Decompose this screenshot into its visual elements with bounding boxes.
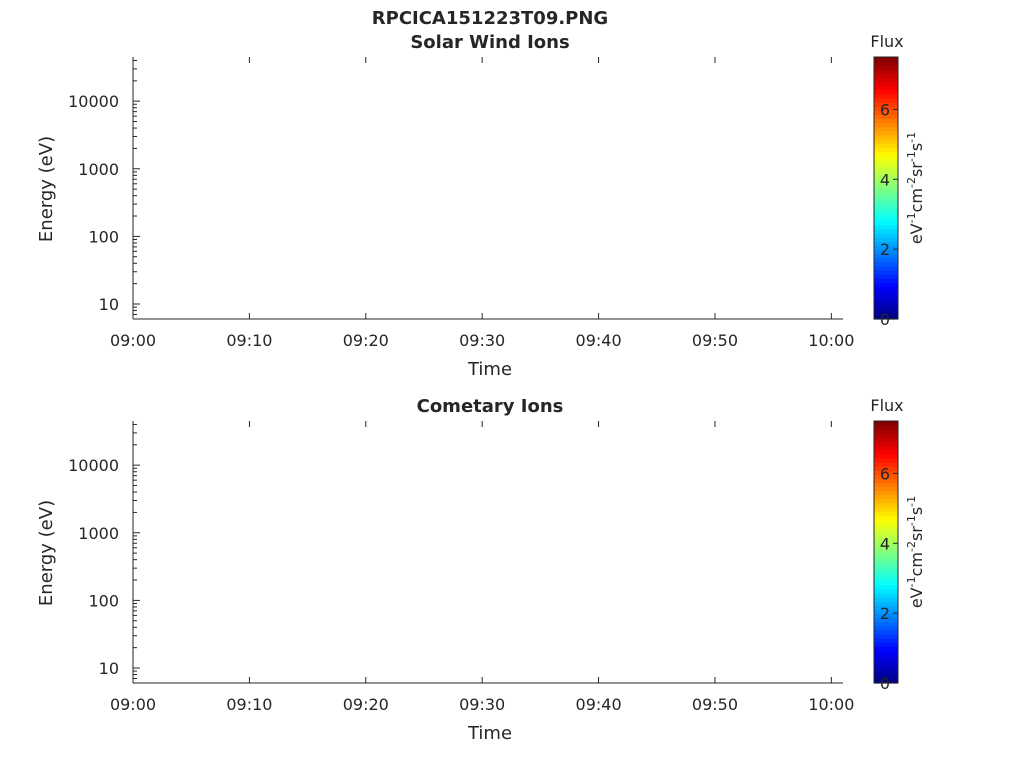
solar-wind-ions-panel: Solar Wind Ions 09:00 09:10 09:20 09:30 09:4… [36,32,926,380]
solar-wind-ions-title: Solar Wind Ions [410,32,569,53]
figure-title: RPCICA151223T09.PNG [372,8,608,29]
